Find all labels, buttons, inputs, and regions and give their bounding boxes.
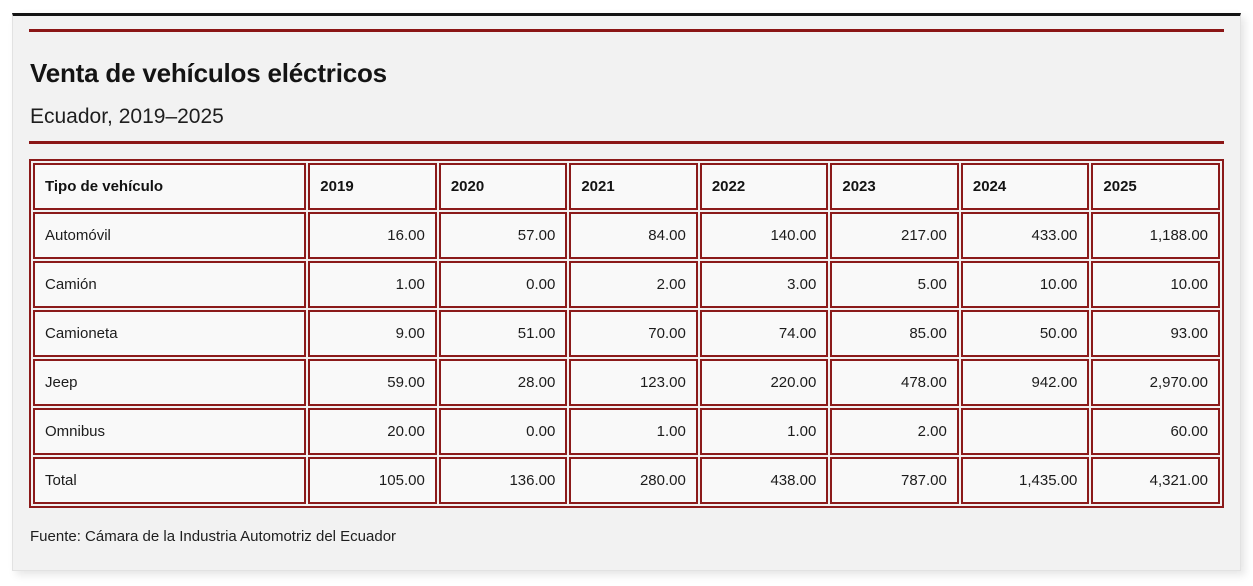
value-cell: 217.00 xyxy=(830,211,959,259)
table-header: Tipo de vehículo 2019 2020 2021 2022 2023 2024… xyxy=(33,162,1220,210)
value-cell: 787.00 xyxy=(830,456,959,504)
value-cell: 74.00 xyxy=(699,309,829,357)
value-cell: 0.00 xyxy=(438,260,568,308)
column-header: 2023 xyxy=(830,162,959,210)
value-cell: 140.00 xyxy=(699,211,829,259)
column-header: 2022 xyxy=(699,162,829,210)
row-label: Total xyxy=(33,456,307,504)
value-cell: 85.00 xyxy=(830,309,959,357)
value-cell: 9.00 xyxy=(308,309,437,357)
column-header: 2021 xyxy=(569,162,698,210)
value-cell: 28.00 xyxy=(438,358,568,406)
column-header: 2024 xyxy=(960,162,1090,210)
value-cell: 1.00 xyxy=(308,260,437,308)
value-cell: 60.00 xyxy=(1091,407,1220,455)
value-cell: 5.00 xyxy=(830,260,959,308)
value-cell: 10.00 xyxy=(960,260,1090,308)
row-label: Automóvil xyxy=(33,211,307,259)
table-row: Omnibus 20.00 0.00 1.00 1.00 2.00 60.00 xyxy=(33,407,1220,455)
divider-rule xyxy=(29,140,1224,144)
source-note: Fuente: Cámara de la Industria Automotri… xyxy=(30,527,397,545)
table-row: Camión 1.00 0.00 2.00 3.00 5.00 10.00 10.00 xyxy=(33,260,1220,308)
value-cell: 1,435.00 xyxy=(960,456,1090,504)
vehicle-sales-table: Tipo de vehículo 2019 2020 2021 2022 2023 2024… xyxy=(29,158,1224,508)
value-cell: 4,321.00 xyxy=(1091,456,1220,504)
column-header: Tipo de vehículo xyxy=(33,162,307,210)
value-cell: 16.00 xyxy=(308,211,437,259)
value-cell: 105.00 xyxy=(308,456,437,504)
value-cell: 942.00 xyxy=(960,358,1090,406)
row-label: Camión xyxy=(33,260,307,308)
column-header: 2019 xyxy=(308,162,437,210)
value-cell: 70.00 xyxy=(569,309,698,357)
value-cell: 3.00 xyxy=(699,260,829,308)
value-cell: 10.00 xyxy=(1091,260,1220,308)
table-row: Total 105.00 136.00 280.00 438.00 787.00 1,435… xyxy=(33,456,1220,504)
value-cell: 1.00 xyxy=(569,407,698,455)
value-cell: 433.00 xyxy=(960,211,1090,259)
value-cell: 93.00 xyxy=(1091,309,1220,357)
value-cell: 478.00 xyxy=(830,358,959,406)
column-header: 2025 xyxy=(1091,162,1220,210)
value-cell: 59.00 xyxy=(308,358,437,406)
table-row: Automóvil 16.00 57.00 84.00 140.00 217.00 433.… xyxy=(33,211,1220,259)
value-cell: 220.00 xyxy=(699,358,829,406)
value-cell: 280.00 xyxy=(569,456,698,504)
header-row: Tipo de vehículo 2019 2020 2021 2022 2023 2024… xyxy=(33,162,1220,210)
column-header: 2020 xyxy=(438,162,568,210)
value-cell: 438.00 xyxy=(699,456,829,504)
row-label: Jeep xyxy=(33,358,307,406)
value-cell: 2.00 xyxy=(830,407,959,455)
table-row: Camioneta 9.00 51.00 70.00 74.00 85.00 50.00 93… xyxy=(33,309,1220,357)
table-body: Automóvil 16.00 57.00 84.00 140.00 217.00 433.… xyxy=(33,211,1220,504)
value-cell: 20.00 xyxy=(308,407,437,455)
value-cell: 1,188.00 xyxy=(1091,211,1220,259)
report-title: Venta de vehículos eléctricos xyxy=(30,58,387,88)
value-cell: 2,970.00 xyxy=(1091,358,1220,406)
value-cell: 1.00 xyxy=(699,407,829,455)
value-cell: 136.00 xyxy=(438,456,568,504)
report-card: Venta de vehículos eléctricos Ecuador, 2… xyxy=(12,13,1241,571)
value-cell: 50.00 xyxy=(960,309,1090,357)
row-label: Camioneta xyxy=(33,309,307,357)
value-cell xyxy=(960,407,1090,455)
value-cell: 123.00 xyxy=(569,358,698,406)
value-cell: 0.00 xyxy=(438,407,568,455)
report-subtitle: Ecuador, 2019–2025 xyxy=(30,104,224,128)
table-row: Jeep 59.00 28.00 123.00 220.00 478.00 942.00 2,… xyxy=(33,358,1220,406)
top-accent-rule xyxy=(29,29,1224,32)
value-cell: 51.00 xyxy=(438,309,568,357)
value-cell: 84.00 xyxy=(569,211,698,259)
row-label: Omnibus xyxy=(33,407,307,455)
value-cell: 57.00 xyxy=(438,211,568,259)
value-cell: 2.00 xyxy=(569,260,698,308)
